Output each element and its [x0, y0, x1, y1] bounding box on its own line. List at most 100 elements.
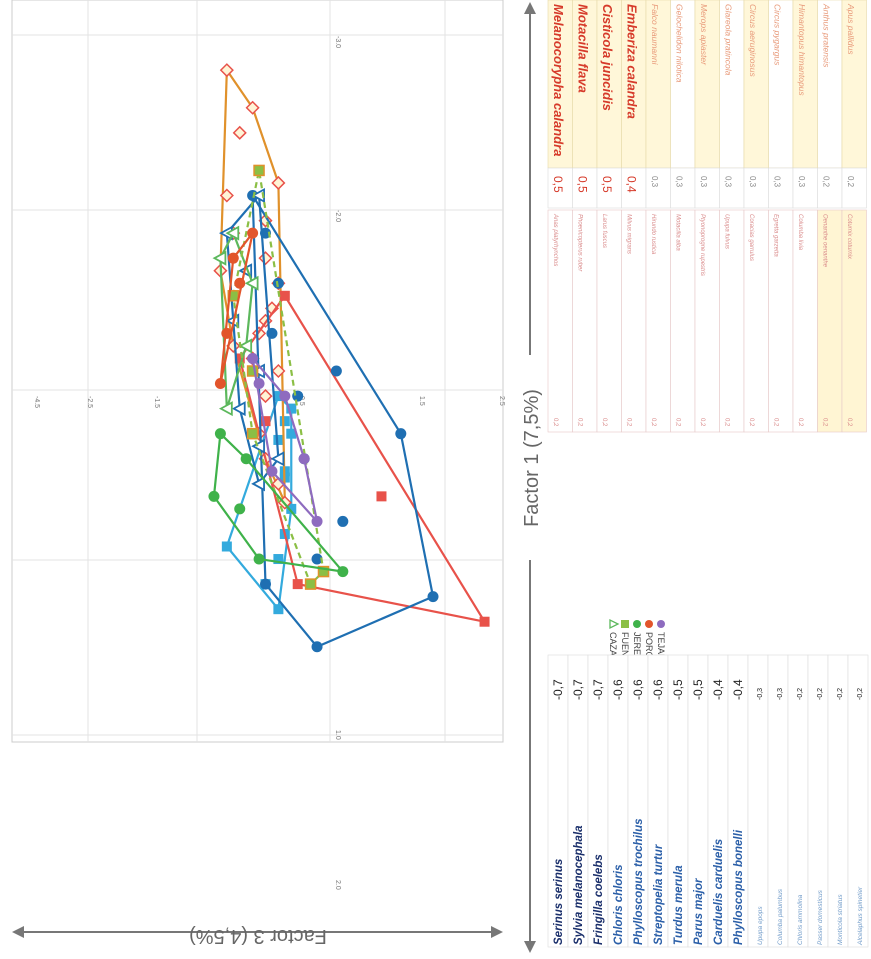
table-row [596, 0, 622, 169]
loading-value: 0,2 [699, 418, 705, 427]
hull-jerez-lebrija [212, 431, 346, 574]
point-osuna [330, 365, 342, 377]
point-fuentepiedra [304, 578, 317, 590]
table-row [621, 209, 647, 433]
legend-label: PORCUNA [644, 632, 654, 677]
point-fuentepiedra [317, 565, 330, 578]
point-carmona [279, 416, 290, 427]
loading-value: -0,4 [711, 679, 725, 700]
point-córdoba-baena [232, 125, 247, 140]
loading-value: 0,2 [601, 418, 607, 427]
legend-marker [645, 620, 653, 628]
value-cell [621, 167, 647, 209]
legend-marker [657, 620, 665, 628]
loading-value: -0,6 [611, 679, 625, 700]
species-name: Falco naumanni [650, 4, 660, 66]
point-jerez-lebrija [234, 503, 246, 515]
ylabel: Factor 3 (4,5%) [189, 925, 327, 947]
table-row [847, 654, 869, 948]
point-cazalilla [212, 250, 227, 266]
loading-value: 0,3 [724, 176, 733, 188]
table-row [719, 0, 745, 169]
value-cell [670, 167, 696, 209]
scatter-plot: -3.0 -2.0 1.0 2.0 -4.5 -2.5 -1.5 0.5 1.5 2.5 [11, 0, 505, 890]
loading-value: -0,7 [571, 679, 585, 700]
point-córdoba-baena [271, 175, 286, 191]
point-santaella [231, 401, 246, 417]
species-name: Upupa epops [757, 906, 764, 945]
species-name: Columba palumbus [777, 888, 784, 945]
x-tick-label: -3.0 [334, 36, 341, 48]
loading-value: 0,2 [577, 418, 583, 427]
arrowhead-icon [524, 2, 536, 14]
point-jerez-lebrija [208, 490, 220, 502]
table-row [743, 0, 769, 169]
point-tejada [247, 352, 259, 364]
species-name: Egretta garzetta [773, 214, 779, 257]
hull-tejada [250, 354, 319, 526]
point-janda [479, 616, 490, 627]
point-jerez-lebrija [337, 566, 349, 578]
point-carmona [286, 403, 297, 414]
table-row [841, 209, 867, 433]
hull-osuna [251, 191, 435, 649]
point-cazalilla [225, 225, 240, 241]
loading-value: -0,2 [837, 688, 844, 700]
loading-value: -0,2 [797, 688, 804, 700]
value-cell [743, 167, 769, 209]
legend-item: TEJADA [656, 620, 666, 667]
point-carmona [273, 391, 284, 402]
point-tejada [279, 390, 291, 402]
point-córdoba-baena [219, 188, 234, 203]
loading-value: 0,5 [600, 176, 614, 193]
y-tick-label: -1.5 [153, 396, 160, 408]
point-janda [279, 290, 290, 301]
legend-item: PORCUNA [644, 620, 654, 677]
point-tejada [266, 465, 278, 477]
loading-value: -0,3 [777, 688, 784, 700]
point-jerez-lebrija [214, 428, 226, 440]
value-cell [719, 167, 745, 209]
loading-value: -0,2 [857, 688, 864, 700]
loading-value: 0,3 [797, 176, 806, 188]
loading-value: 0,2 [626, 418, 632, 427]
hull-fuentepiedra [232, 170, 325, 587]
point-porcuna [247, 227, 259, 239]
loading-value: -0,6 [651, 679, 665, 700]
value-cell [645, 167, 671, 209]
loading-value: 0,2 [773, 418, 779, 427]
table-row [572, 209, 598, 433]
loading-value: -0,4 [731, 679, 745, 700]
species-name: Chloris chloris [613, 864, 625, 945]
x-tick-label: -2.0 [334, 210, 341, 222]
point-córdoba-baena [258, 389, 273, 404]
species-tables: Serinus serinus -0,7 Sylvia melanocephala -… [547, 0, 869, 948]
loading-value: 0,2 [552, 418, 558, 427]
species-name: Monticola striatus [837, 894, 844, 945]
point-janda [292, 579, 303, 590]
point-córdoba-baena [219, 63, 234, 78]
legend-marker [633, 620, 641, 628]
point-tejada [311, 515, 323, 527]
loading-value: 0,3 [675, 176, 684, 188]
loading-value: 0,3 [699, 176, 708, 188]
point-córdoba-baena [271, 363, 286, 379]
point-carmona [273, 554, 284, 565]
loading-value: 0,3 [650, 176, 659, 188]
table-row [547, 209, 573, 433]
point-janda [260, 416, 271, 427]
species-name: Phylloscopus bonelli [733, 829, 745, 945]
arrowhead-icon [491, 926, 503, 938]
species-name: Circus pygargus [773, 4, 783, 66]
species-name: Hirundo rustica [650, 214, 656, 255]
y-tick-label: 0.5 [298, 396, 305, 406]
axis-label-backdrop [518, 355, 542, 560]
table-row [817, 0, 843, 169]
point-osuna [337, 515, 349, 527]
hull-córdoba-baena [219, 66, 286, 504]
table-row [841, 0, 867, 169]
point-carmona [286, 503, 297, 514]
species-name: Oenanthe oenanthe [822, 214, 828, 268]
species-name: Motacilla flava [576, 4, 591, 93]
